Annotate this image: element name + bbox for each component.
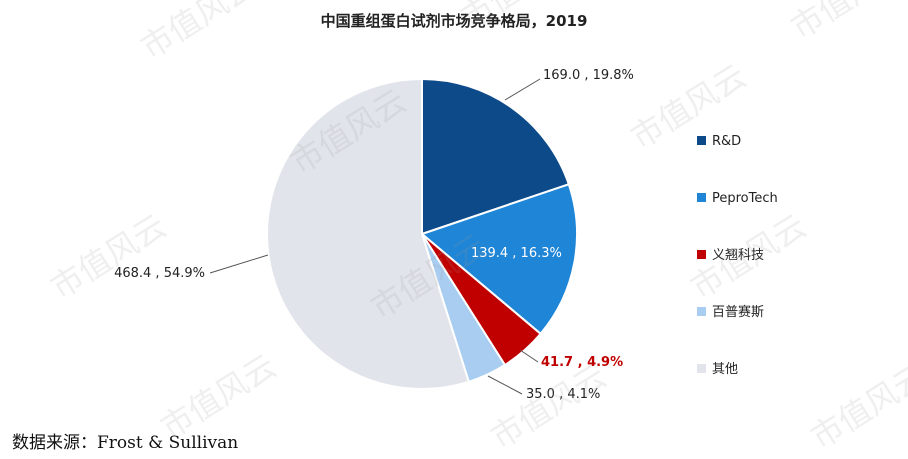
data-labels: 169.0 , 19.8% 139.4 , 16.3% 41.7 , 4.9% 35.… bbox=[114, 68, 634, 402]
pie-slices bbox=[266, 77, 578, 390]
leader-line-2 bbox=[519, 349, 539, 363]
data-label-0: 169.0 , 19.8% bbox=[543, 68, 634, 83]
leader-line-3 bbox=[487, 375, 523, 395]
legend-swatch-0 bbox=[697, 136, 706, 145]
legend-swatch-1 bbox=[697, 193, 706, 202]
legend-swatch-4 bbox=[697, 364, 706, 373]
leader-line-4 bbox=[209, 254, 269, 274]
leader-line-0 bbox=[504, 78, 541, 101]
data-label-2: 41.7 , 4.9% bbox=[541, 355, 623, 370]
chart-title: 中国重组蛋白试剂市场竞争格局，2019 bbox=[320, 12, 588, 30]
pie-slice-4 bbox=[266, 77, 471, 390]
legend-label-0: R&D bbox=[712, 134, 741, 149]
legend-label-1: PeproTech bbox=[712, 191, 778, 206]
data-label-4: 468.4 , 54.9% bbox=[114, 266, 205, 281]
leader-lines bbox=[209, 78, 541, 395]
legend-label-2: 义翘科技 bbox=[712, 248, 764, 263]
legend-label-3: 百普赛斯 bbox=[712, 304, 764, 320]
data-label-1: 139.4 , 16.3% bbox=[471, 246, 562, 261]
legend-swatch-2 bbox=[697, 250, 706, 259]
source-note: 数据来源：Frost & Sullivan bbox=[12, 433, 239, 453]
pie-slice-1 bbox=[419, 182, 578, 336]
data-label-3: 35.0 , 4.1% bbox=[526, 387, 600, 402]
pie-slice-0 bbox=[421, 77, 571, 236]
legend-label-4: 其他 bbox=[712, 362, 738, 377]
legend-swatch-3 bbox=[697, 307, 706, 316]
